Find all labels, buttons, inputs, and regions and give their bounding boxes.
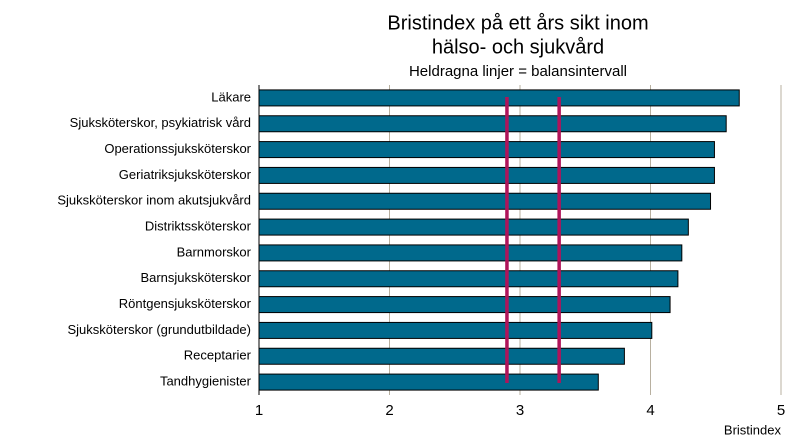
bar — [258, 218, 689, 236]
x-tick-label: 5 — [777, 402, 785, 419]
bar — [258, 166, 715, 184]
x-tick-label: 3 — [516, 402, 524, 419]
bar — [258, 192, 712, 210]
bar — [258, 89, 740, 107]
y-tick-label: Receptarier — [184, 348, 252, 363]
bar — [258, 270, 679, 288]
bar — [258, 321, 653, 339]
y-tick-label: Operationssjuksköterskor — [104, 141, 251, 156]
x-axis-label: Bristindex — [724, 422, 782, 437]
x-tick-label: 1 — [255, 402, 263, 419]
bar — [258, 244, 683, 262]
bar — [258, 115, 727, 133]
y-tick-label: Barnmorskor — [177, 244, 252, 259]
y-tick-label: Läkare — [211, 89, 251, 104]
y-tick-label: Tandhygienister — [160, 374, 252, 389]
chart-title: Bristindex på ett års sikt inom — [387, 12, 648, 34]
x-tick-label: 4 — [646, 402, 654, 419]
bar — [258, 296, 671, 314]
y-tick-label: Geriatriksjuksköterskor — [119, 167, 252, 182]
y-tick-label: Distriktssköterskor — [145, 219, 252, 234]
y-tick-label: Röntgensjuksköterskor — [119, 296, 252, 311]
bar — [258, 347, 625, 365]
x-tick-label: 2 — [385, 402, 393, 419]
bar — [258, 373, 599, 391]
bar — [258, 141, 715, 159]
y-tick-label: Sjuksköterskor inom akutsjukvård — [57, 193, 251, 208]
y-tick-label: Sjuksköterskor, psykiatrisk vård — [70, 115, 251, 130]
y-tick-label: Barnsjuksköterskor — [140, 270, 251, 285]
y-tick-label: Sjuksköterskor (grundutbildade) — [67, 322, 251, 337]
chart-subtitle: Heldragna linjer = balansintervall — [409, 63, 627, 80]
chart-title: hälso- och sjukvård — [432, 36, 604, 58]
